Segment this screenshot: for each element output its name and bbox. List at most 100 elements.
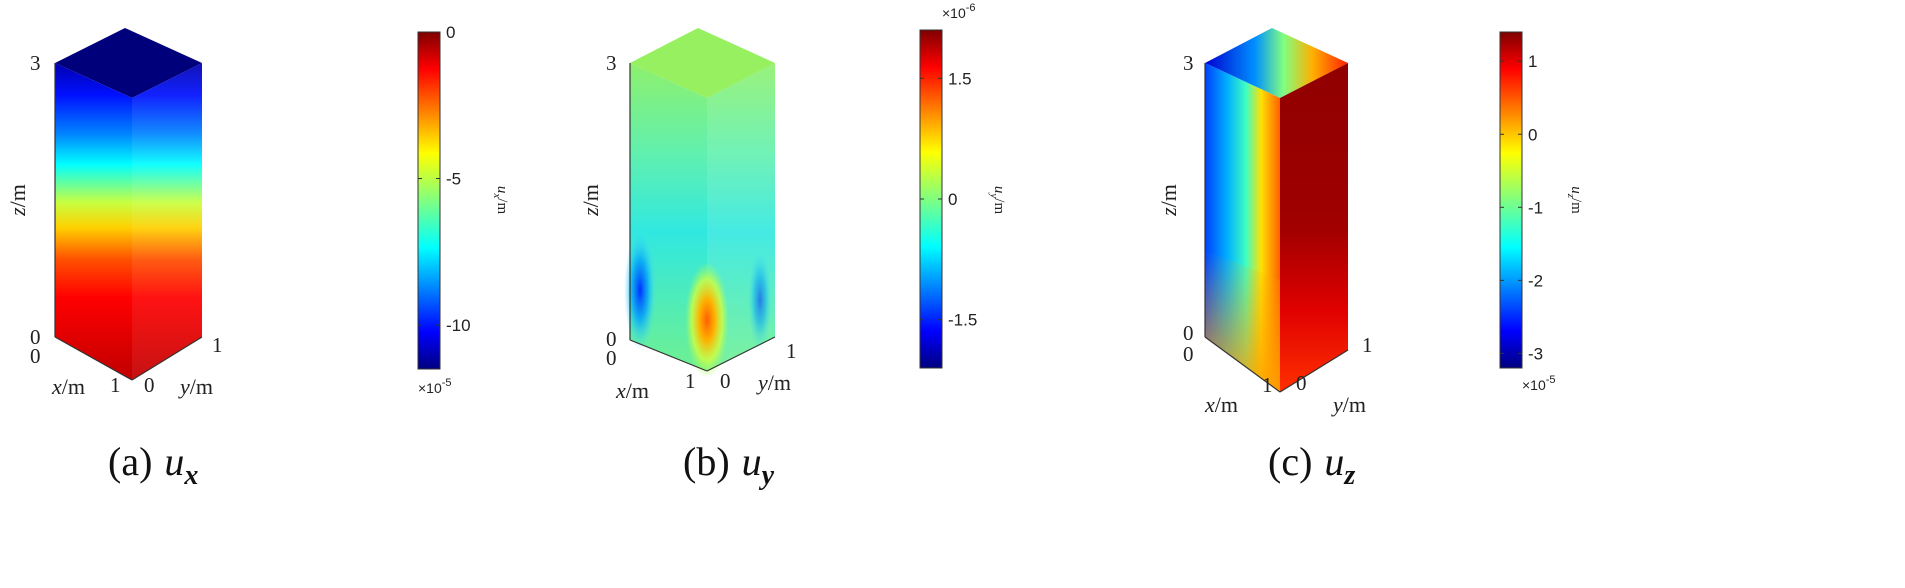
ux-ztick-bottom: 0 — [30, 325, 41, 349]
uy-ztick-bottom: 0 — [606, 327, 617, 351]
ux-xtick-0: 0 — [30, 344, 41, 368]
face-top-uy — [630, 28, 775, 98]
caption-uz-label: (c) — [1268, 439, 1312, 484]
caption-ux-label: (a) — [108, 439, 152, 484]
colorbar-uy-exp-base: ×10 — [942, 5, 966, 21]
colorbar-ux-label-sub: x — [491, 192, 503, 198]
uz-xaxis-label: x/m — [1204, 392, 1238, 417]
caption-uz-var: u — [1324, 439, 1344, 484]
colorbar-ux-tick-label-1: -5 — [446, 170, 461, 189]
face-left-uz-bottom — [1205, 250, 1280, 392]
axes-uy — [629, 63, 776, 372]
colorbar-uy-label-unit: /m — [991, 198, 1007, 214]
colorbar-ux-label: ux/m — [491, 186, 510, 215]
uz-yaxis-unit: /m — [1343, 392, 1366, 417]
colorbar-uz-exp-power: -5 — [1546, 374, 1556, 386]
caption-uy-sub: y — [759, 460, 775, 491]
uy-yaxis-unit: /m — [768, 370, 791, 395]
caption-uz-sub: z — [1343, 460, 1355, 491]
colorbar-ux-tick-label-2: -10 — [446, 316, 471, 335]
ux-zaxis-unit: /m — [5, 184, 30, 207]
ux-xtick-1: 1 — [110, 373, 121, 397]
uy-xaxis-unit: /m — [626, 378, 649, 403]
colorbar-uy-exponent: ×10-6 — [942, 2, 976, 21]
colorbar-uz-tick-label-0: 1 — [1528, 52, 1537, 71]
uy-ytick-0: 0 — [720, 369, 731, 393]
axes-ux — [54, 63, 203, 381]
colorbar-uy-tick-label-2: -1.5 — [948, 311, 977, 330]
caption-uy-var: u — [742, 439, 762, 484]
ticks-uy: 3 0 0 1 0 1 — [606, 51, 797, 393]
colorbar-uz-label-var: u — [1568, 186, 1584, 194]
colorbar-ux-exp-power: -5 — [442, 377, 452, 389]
uy-ytick-1: 1 — [786, 339, 797, 363]
ux-zaxis-var: z — [5, 207, 30, 217]
caption-ux: (a) ux — [108, 439, 198, 491]
uy-xaxis-var: x — [615, 378, 626, 403]
colorbar-uz-label: uz/m — [1565, 186, 1584, 214]
caption-ux-var: u — [164, 439, 184, 484]
colorbar-uz-label-unit: /m — [1568, 198, 1584, 214]
panel-uz: 3 0 0 1 0 1 x/m y/m z/m 10-1-2-3 ×10-5 u… — [1156, 28, 1584, 491]
uz-ztick-bottom: 0 — [1183, 321, 1194, 345]
colorbar-uy-tick-label-1: 0 — [948, 190, 957, 209]
caption-uy-label: (b) — [683, 439, 730, 484]
cuboid-uy — [624, 28, 775, 378]
face-right-uz — [1280, 63, 1348, 392]
cuboid-uz — [1205, 28, 1348, 392]
colorbar-uz-tick-label-1: 0 — [1528, 125, 1537, 144]
colorbar-uy: 1.5 0 -1.5 ×10-6 uy/m — [919, 2, 1007, 369]
caption-uy: (b) uy — [683, 439, 775, 491]
cuboid-ux — [55, 28, 202, 380]
uy-zaxis-label: z/m — [578, 184, 603, 217]
uy-xtick-1: 1 — [685, 369, 696, 393]
colorbar-uz-label-sub: z — [1565, 193, 1577, 199]
uz-zaxis-var: z — [1156, 207, 1181, 217]
colorbar-uz-tick-label-3: -2 — [1528, 271, 1543, 290]
colorbar-ux: 0-5-10 ×10-5 ux/m — [417, 23, 510, 396]
face-top-ux — [55, 28, 202, 98]
uz-yaxis-label: y/m — [1331, 392, 1366, 417]
uy-xaxis-label: x/m — [615, 378, 649, 403]
uz-xaxis-unit: /m — [1215, 392, 1238, 417]
colorbar-ux-label-var: u — [494, 186, 510, 194]
ux-yaxis-unit: /m — [190, 374, 213, 399]
uy-blue-region — [624, 230, 656, 350]
colorbar-uz-exponent: ×10-5 — [1522, 374, 1556, 393]
colorbar-uz-tick-label-2: -1 — [1528, 198, 1543, 217]
face-left-ux — [55, 63, 132, 380]
ux-ytick-1: 1 — [212, 333, 223, 357]
colorbar-ux-label-unit: /m — [494, 198, 510, 214]
uy-zaxis-unit: /m — [578, 184, 603, 207]
uz-ytick-0: 0 — [1296, 371, 1307, 395]
uy-blue-region-right — [748, 250, 772, 350]
face-top-uz — [1205, 28, 1348, 98]
colorbar-uz-bar — [1499, 31, 1523, 369]
uz-ztick-top: 3 — [1183, 51, 1194, 75]
face-right-ux — [132, 63, 202, 380]
colorbar-uy-label: uy/m — [988, 186, 1007, 215]
colorbar-ux-tick-label-0: 0 — [446, 23, 455, 42]
uy-yaxis-var: y — [756, 370, 768, 395]
ticks-uz: 3 0 0 1 0 1 — [1183, 51, 1373, 397]
ux-xaxis-unit: /m — [62, 374, 85, 399]
colorbar-ux-bar — [417, 31, 441, 370]
uy-zaxis-var: z — [578, 207, 603, 217]
colorbar-uy-label-sub: y — [988, 192, 1000, 198]
uy-orange-hotspot — [685, 262, 729, 378]
caption-uz: (c) uz — [1268, 439, 1355, 491]
uz-xtick-1: 1 — [1262, 373, 1273, 397]
ticks-ux: 3 0 0 1 0 1 — [30, 51, 223, 397]
uy-ztick-top: 3 — [606, 51, 617, 75]
uz-xtick-0: 0 — [1183, 342, 1194, 366]
axes-uz — [1204, 63, 1349, 393]
ux-ytick-0: 0 — [144, 373, 155, 397]
uz-xaxis-var: x — [1204, 392, 1215, 417]
colorbar-ux-exp-base: ×10 — [418, 380, 442, 396]
colorbar-uz-tick-label-4: -3 — [1528, 344, 1543, 363]
uz-yaxis-var: y — [1331, 392, 1343, 417]
ux-yaxis-var: y — [178, 374, 190, 399]
panel-uy: 3 0 0 1 0 1 x/m y/m z/m 1.5 0 -1.5 ×10-6 u… — [578, 2, 1007, 491]
uz-ytick-1: 1 — [1362, 333, 1373, 357]
